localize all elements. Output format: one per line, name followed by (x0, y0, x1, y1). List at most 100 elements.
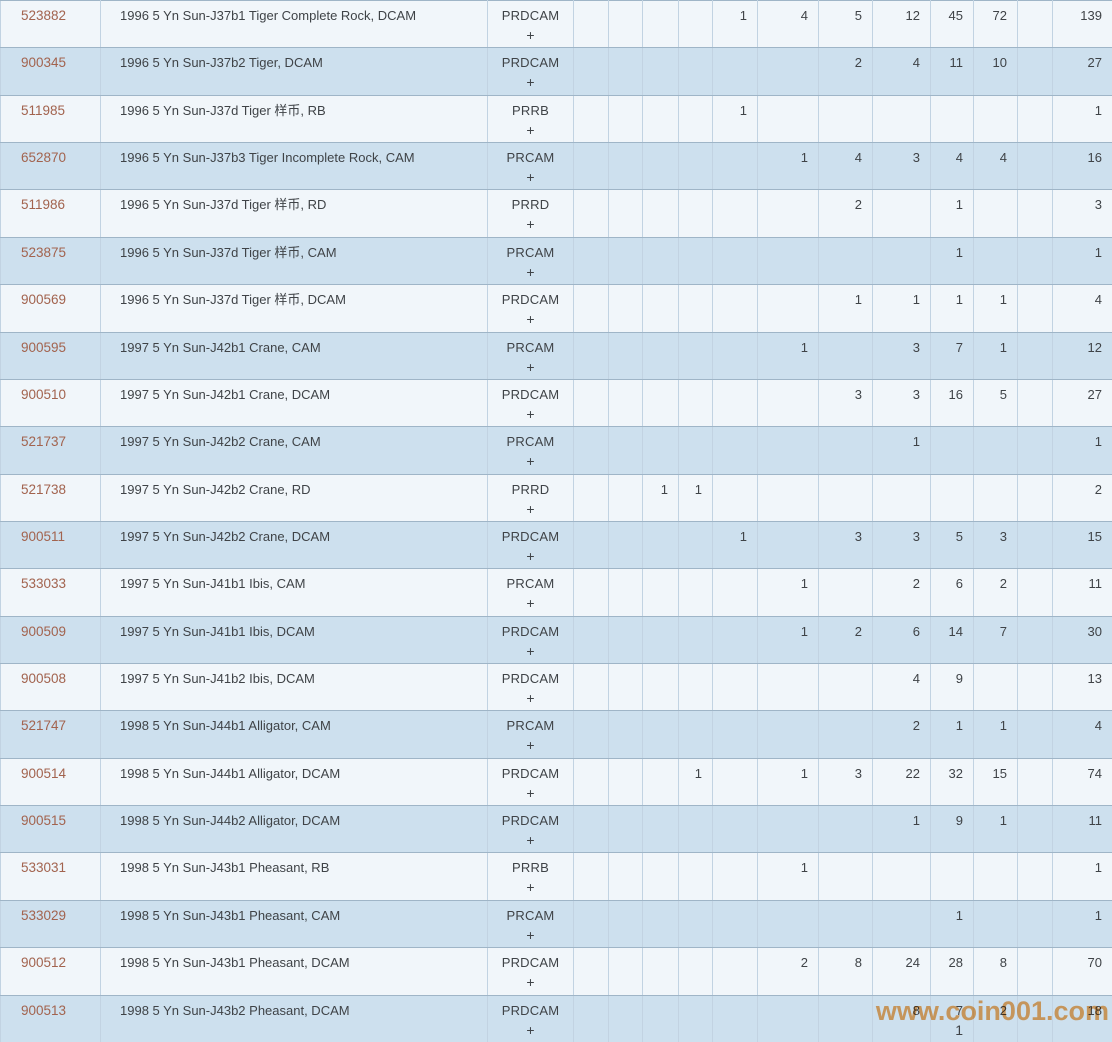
grade-cell: 11 (930, 47, 974, 96)
coin-description-cell: 1997 5 Yn Sun-J42b2 Crane, RD (100, 473, 488, 522)
grade-cell (1017, 805, 1053, 854)
designation-cell: PRCAM + (487, 710, 574, 759)
designation-plus: + (526, 974, 535, 991)
coin-description: 1997 5 Yn Sun-J41b1 Ibis, CAM (120, 576, 306, 592)
grade-cell (757, 189, 819, 238)
coin-description-cell: 1997 5 Yn Sun-J42b2 Crane, CAM (100, 426, 488, 475)
grade-count: 9 (955, 671, 963, 687)
grade-cell (573, 568, 609, 617)
grade-count (1019, 381, 1051, 386)
total-cell: 1 (1052, 236, 1112, 286)
cert-number-link[interactable]: 533033 (21, 576, 67, 592)
grade-count (820, 476, 871, 481)
coin-description: 1998 5 Yn Sun-J44b1 Alligator, CAM (120, 718, 331, 734)
grade-cell (608, 805, 643, 854)
designation-plus: + (526, 263, 535, 280)
grade-count (680, 381, 711, 386)
grade-count (714, 807, 756, 812)
grade-count (680, 949, 711, 954)
cert-number-link[interactable]: 511986 (21, 197, 66, 213)
cert-number-link[interactable]: 900509 (21, 623, 67, 639)
cert-number-link[interactable]: 900515 (21, 813, 67, 829)
total-cell: 11 (1052, 805, 1112, 854)
cert-number-link[interactable]: 523875 (21, 244, 67, 260)
designation-label: PRCAM (506, 718, 555, 734)
grade-count: 6 (955, 576, 963, 592)
grade-count (820, 239, 871, 244)
grade-cell (608, 568, 643, 617)
grade-count (1019, 334, 1051, 339)
grade-cell: 3 (872, 142, 931, 191)
grade-count (644, 712, 677, 717)
grade-count (975, 97, 1016, 102)
cert-number-link[interactable]: 521747 (21, 718, 67, 734)
grade-cell (973, 899, 1018, 949)
grade-cell (573, 47, 609, 96)
grade-cell (642, 426, 679, 475)
grade-count (575, 949, 607, 954)
total-count: 1 (1094, 244, 1102, 260)
designation-cell: PRCAM + (487, 236, 574, 286)
grade-count: 3 (912, 386, 920, 402)
cert-number-link[interactable]: 652870 (21, 150, 67, 166)
cert-number-link[interactable]: 523882 (21, 8, 67, 23)
cert-number-link[interactable]: 900512 (21, 955, 67, 971)
grade-cell (712, 142, 758, 191)
grade-count: 16 (948, 386, 963, 402)
grade-count (610, 523, 641, 528)
cert-number-link[interactable]: 900595 (21, 339, 67, 355)
grade-cell (678, 520, 713, 570)
total-cell: 1 (1052, 899, 1112, 949)
cert-number-link[interactable]: 900514 (21, 765, 67, 781)
cert-number-link[interactable]: 900345 (21, 55, 67, 71)
coin-description: 1997 5 Yn Sun-J42b2 Crane, CAM (120, 434, 321, 450)
cert-number-link[interactable]: 521738 (21, 481, 67, 497)
grade-cell (642, 47, 679, 96)
grade-count: 4 (999, 150, 1007, 166)
cert-number-link[interactable]: 900569 (21, 292, 67, 308)
total-count: 11 (1088, 576, 1103, 592)
cert-number-link[interactable]: 900513 (21, 1002, 67, 1018)
cert-number-link[interactable]: 511985 (21, 102, 66, 118)
designation-label: PRDCAM (501, 1002, 560, 1018)
grade-count (874, 476, 929, 481)
grade-cell (1017, 0, 1053, 49)
grade-cell (608, 473, 643, 522)
table-row: 511985 1996 5 Yn Sun-J37d Tiger 样币, RB P… (0, 94, 1112, 144)
grade-count (714, 854, 756, 859)
cert-number-link[interactable]: 900510 (21, 386, 67, 402)
grade-count (1019, 286, 1051, 291)
cert-number-link[interactable]: 533031 (21, 860, 67, 876)
grade-count: 3 (854, 528, 862, 544)
designation-cell: PRCAM + (487, 331, 574, 380)
grade-count (759, 49, 817, 54)
coin-description: 1997 5 Yn Sun-J41b1 Ibis, DCAM (120, 623, 315, 639)
grade-count: 2 (999, 1002, 1007, 1018)
grade-cell (573, 94, 609, 144)
cert-number-cell: 511986 (0, 189, 101, 238)
grade-cell (608, 142, 643, 191)
total-count: 27 (1087, 386, 1102, 402)
cert-number-link[interactable]: 533029 (21, 907, 67, 923)
grade-count (714, 381, 756, 386)
cert-number-link[interactable]: 521737 (21, 434, 67, 450)
grade-count (759, 191, 817, 196)
grade-count (714, 239, 756, 244)
grade-cell: 10 (973, 47, 1018, 96)
designation-cell: PRCAM + (487, 899, 574, 949)
cert-number-link[interactable]: 900508 (21, 671, 67, 687)
grade-cell (1017, 994, 1053, 1042)
grade-cell (678, 710, 713, 759)
total-cell: 74 (1052, 757, 1112, 807)
coin-description-cell: 1997 5 Yn Sun-J41b1 Ibis, DCAM (100, 615, 488, 665)
grade-cell (818, 473, 873, 522)
grade-cell: 1 (930, 284, 974, 333)
grade-cell (573, 284, 609, 333)
cert-number-cell: 523875 (0, 236, 101, 286)
grade-count: 1 (955, 197, 963, 213)
cert-number-link[interactable]: 900511 (21, 528, 66, 544)
grade-cell (573, 0, 609, 49)
grade-cell (1017, 47, 1053, 96)
total-cell: 70 (1052, 947, 1112, 996)
